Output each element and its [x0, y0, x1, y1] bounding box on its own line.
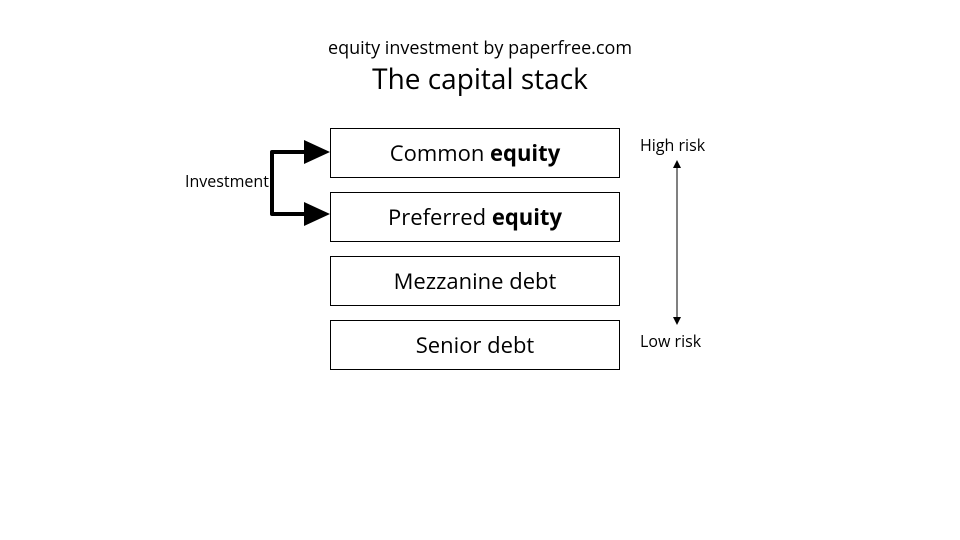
layer-text-prefix: Preferred	[388, 202, 486, 232]
diagram-subtitle: equity investment by paperfree.com	[0, 36, 960, 60]
layer-text-bold: equity	[492, 202, 562, 232]
risk-high-label: High risk	[640, 134, 705, 156]
diagram-title: The capital stack	[0, 60, 960, 98]
layer-text-bold: equity	[490, 138, 560, 168]
layer-text-prefix: Senior debt	[416, 330, 535, 360]
layer-text-prefix: Mezzanine debt	[394, 266, 557, 296]
investment-label: Investment	[185, 170, 269, 192]
layer-text-prefix: Common	[390, 138, 485, 168]
stack-layer-preferred-equity: Preferred equity	[330, 192, 620, 242]
risk-low-label: Low risk	[640, 330, 701, 352]
diagram-canvas: equity investment by paperfree.com The c…	[0, 0, 960, 540]
stack-layer-senior-debt: Senior debt	[330, 320, 620, 370]
risk-axis-arrow-icon	[672, 160, 682, 325]
stack-layer-mezzanine-debt: Mezzanine debt	[330, 256, 620, 306]
stack-layer-common-equity: Common equity	[330, 128, 620, 178]
investment-arrows-icon	[268, 132, 332, 232]
capital-stack: Common equity Preferred equity Mezzanine…	[330, 128, 620, 384]
